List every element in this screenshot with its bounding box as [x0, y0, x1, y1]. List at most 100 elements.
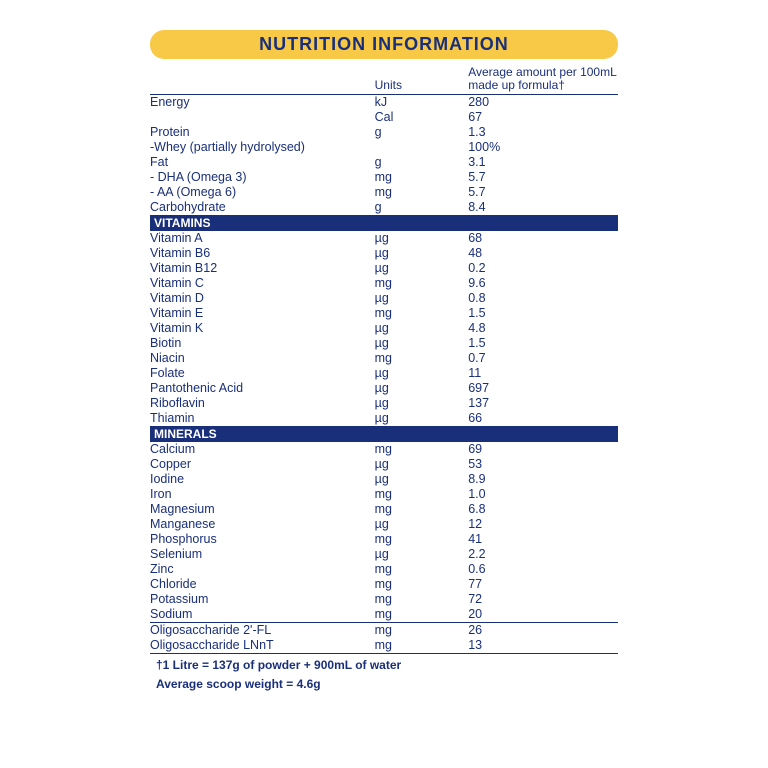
- table-row: - AA (Omega 6)mg5.7: [150, 185, 618, 200]
- nutrition-table: UnitsAverage amount per 100mL made up fo…: [150, 65, 618, 654]
- nutrient-unit: mg: [375, 577, 469, 592]
- nutrient-unit: [375, 140, 469, 155]
- nutrient-value: 66: [468, 411, 618, 426]
- nutrient-unit: kJ: [375, 94, 469, 110]
- nutrient-unit: mg: [375, 185, 469, 200]
- section-header-label: VITAMINS: [150, 215, 618, 231]
- nutrient-unit: mg: [375, 170, 469, 185]
- nutrient-name: [150, 110, 375, 125]
- table-row: Phosphorusmg41: [150, 532, 618, 547]
- nutrient-name: Vitamin C: [150, 276, 375, 291]
- nutrient-value: 0.2: [468, 261, 618, 276]
- table-row: Manganeseµg12: [150, 517, 618, 532]
- nutrient-name: Riboflavin: [150, 396, 375, 411]
- nutrient-value: 280: [468, 94, 618, 110]
- nutrient-name: Biotin: [150, 336, 375, 351]
- table-row: Niacinmg0.7: [150, 351, 618, 366]
- table-row: Proteing1.3: [150, 125, 618, 140]
- table-row: Folateµg11: [150, 366, 618, 381]
- nutrient-value: 1.5: [468, 336, 618, 351]
- nutrient-value: 13: [468, 638, 618, 654]
- table-row: -Whey (partially hydrolysed)100%: [150, 140, 618, 155]
- table-row: Vitamin Cmg9.6: [150, 276, 618, 291]
- nutrient-name: Iron: [150, 487, 375, 502]
- nutrient-name: Chloride: [150, 577, 375, 592]
- nutrient-value: 5.7: [468, 170, 618, 185]
- nutrient-value: 100%: [468, 140, 618, 155]
- nutrient-unit: µg: [375, 411, 469, 426]
- nutrient-name: Phosphorus: [150, 532, 375, 547]
- nutrient-value: 0.8: [468, 291, 618, 306]
- nutrient-unit: mg: [375, 502, 469, 517]
- table-row: Magnesiummg6.8: [150, 502, 618, 517]
- table-row: Riboflavinµg137: [150, 396, 618, 411]
- nutrient-unit: mg: [375, 351, 469, 366]
- table-row: Pantothenic Acidµg697: [150, 381, 618, 396]
- nutrient-name: Energy: [150, 94, 375, 110]
- section-header: VITAMINS: [150, 215, 618, 231]
- table-row: Biotinµg1.5: [150, 336, 618, 351]
- nutrient-unit: g: [375, 155, 469, 170]
- table-row: Vitamin Dµg0.8: [150, 291, 618, 306]
- nutrient-name: Fat: [150, 155, 375, 170]
- section-header: MINERALS: [150, 426, 618, 442]
- nutrient-name: Oligosaccharide LNnT: [150, 638, 375, 654]
- table-row: Copperµg53: [150, 457, 618, 472]
- table-row: Oligosaccharide 2'-FLmg26: [150, 622, 618, 638]
- nutrient-value: 69: [468, 442, 618, 457]
- table-row: Iodineµg8.9: [150, 472, 618, 487]
- nutrient-unit: µg: [375, 381, 469, 396]
- nutrient-value: 1.0: [468, 487, 618, 502]
- nutrient-unit: mg: [375, 306, 469, 321]
- nutrient-value: 53: [468, 457, 618, 472]
- nutrient-name: Protein: [150, 125, 375, 140]
- nutrient-name: Sodium: [150, 607, 375, 623]
- table-row: Thiaminµg66: [150, 411, 618, 426]
- nutrition-panel: NUTRITION INFORMATION UnitsAverage amoun…: [150, 30, 618, 692]
- table-row: Ironmg1.0: [150, 487, 618, 502]
- nutrient-unit: mg: [375, 487, 469, 502]
- nutrient-name: Thiamin: [150, 411, 375, 426]
- table-row: Potassiummg72: [150, 592, 618, 607]
- nutrient-name: Manganese: [150, 517, 375, 532]
- nutrient-name: Pantothenic Acid: [150, 381, 375, 396]
- nutrient-unit: mg: [375, 638, 469, 654]
- nutrient-name: Copper: [150, 457, 375, 472]
- nutrient-value: 3.1: [468, 155, 618, 170]
- nutrient-value: 2.2: [468, 547, 618, 562]
- nutrient-name: Folate: [150, 366, 375, 381]
- nutrient-value: 9.6: [468, 276, 618, 291]
- table-row: EnergykJ280: [150, 94, 618, 110]
- nutrient-name: Zinc: [150, 562, 375, 577]
- table-row: Vitamin Emg1.5: [150, 306, 618, 321]
- table-row: Vitamin Kµg4.8: [150, 321, 618, 336]
- nutrient-unit: g: [375, 125, 469, 140]
- nutrient-value: 67: [468, 110, 618, 125]
- nutrient-name: Selenium: [150, 547, 375, 562]
- nutrient-value: 8.4: [468, 200, 618, 215]
- nutrient-value: 6.8: [468, 502, 618, 517]
- section-header-label: MINERALS: [150, 426, 618, 442]
- nutrient-unit: µg: [375, 472, 469, 487]
- column-header-row: UnitsAverage amount per 100mL made up fo…: [150, 65, 618, 94]
- table-row: Cal67: [150, 110, 618, 125]
- nutrient-value: 4.8: [468, 321, 618, 336]
- nutrient-name: Carbohydrate: [150, 200, 375, 215]
- nutrient-unit: mg: [375, 607, 469, 623]
- nutrient-name: Vitamin B6: [150, 246, 375, 261]
- nutrient-name: Potassium: [150, 592, 375, 607]
- nutrient-name: - AA (Omega 6): [150, 185, 375, 200]
- column-header-units: Units: [375, 65, 469, 94]
- nutrient-unit: mg: [375, 562, 469, 577]
- nutrient-unit: mg: [375, 532, 469, 547]
- nutrient-unit: µg: [375, 366, 469, 381]
- nutrient-name: Vitamin A: [150, 231, 375, 246]
- table-row: Fatg3.1: [150, 155, 618, 170]
- nutrient-value: 0.7: [468, 351, 618, 366]
- table-row: Vitamin B6µg48: [150, 246, 618, 261]
- nutrient-name: Calcium: [150, 442, 375, 457]
- table-row: Calciummg69: [150, 442, 618, 457]
- nutrient-unit: µg: [375, 517, 469, 532]
- nutrient-value: 68: [468, 231, 618, 246]
- nutrient-value: 1.3: [468, 125, 618, 140]
